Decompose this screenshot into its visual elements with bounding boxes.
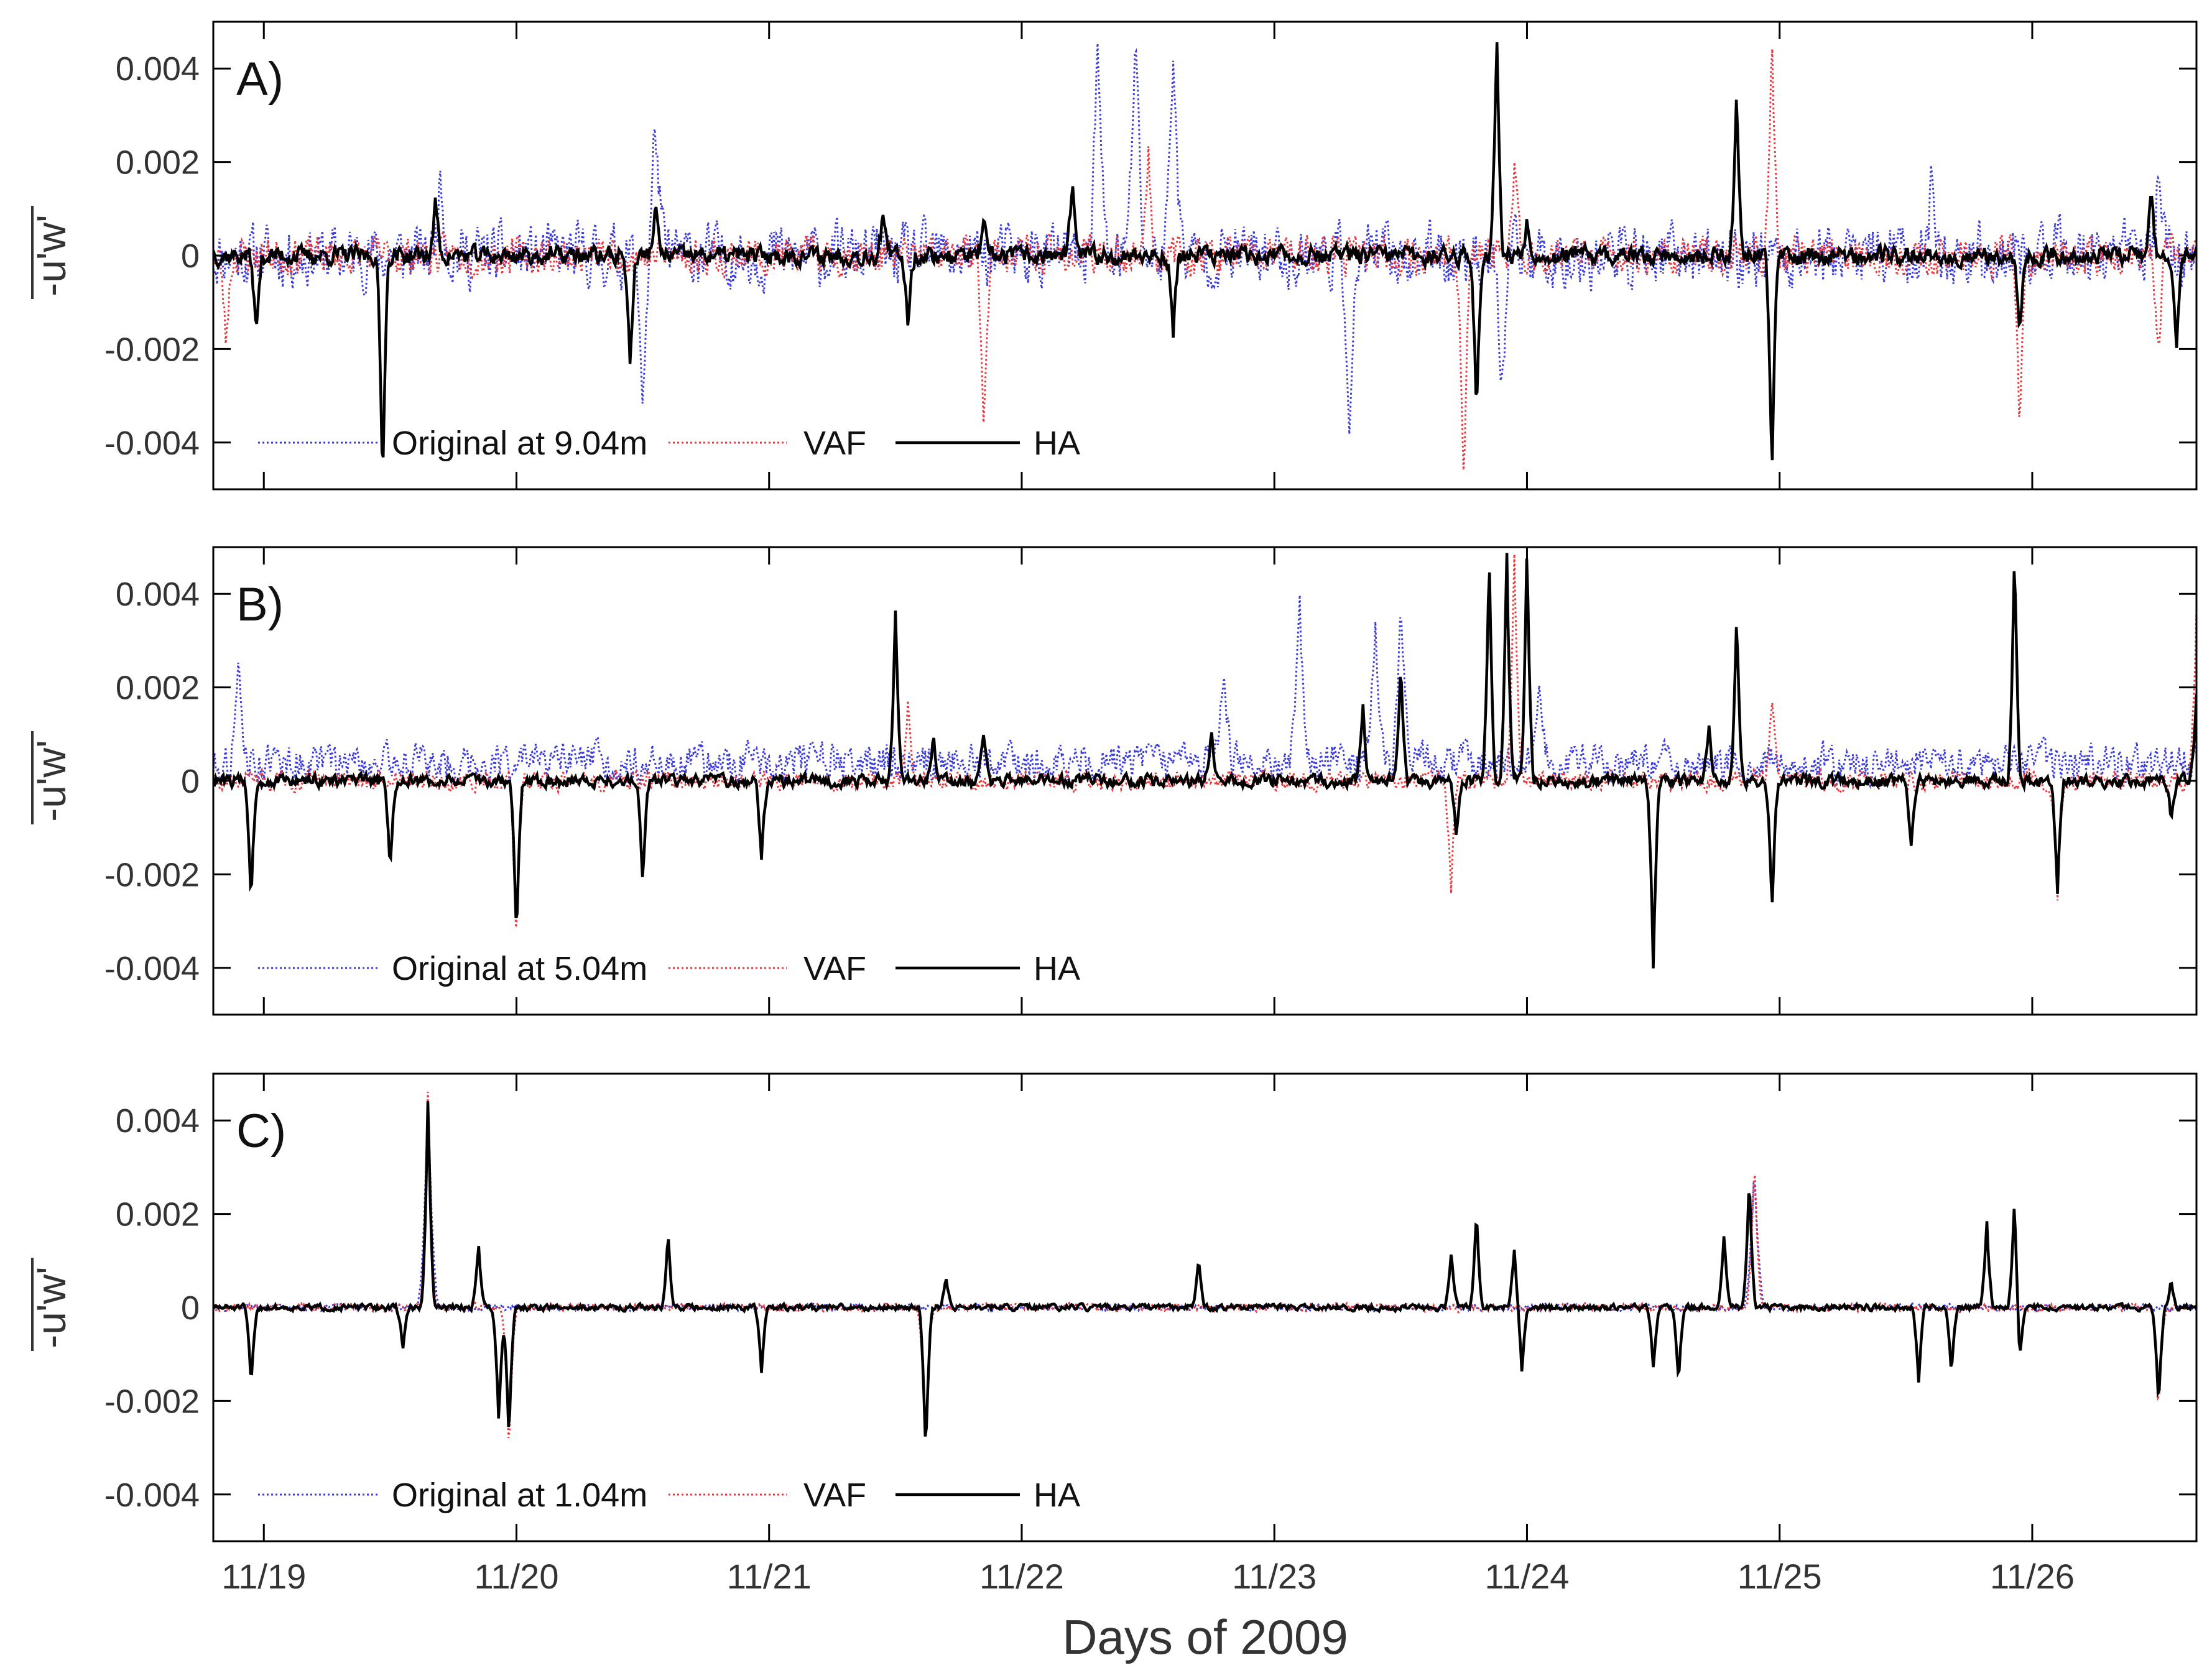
y-tick-label: -0.004 [104, 950, 200, 987]
x-axis-label: Days of 2009 [1062, 1610, 1348, 1664]
x-tick-label: 11/20 [474, 1557, 558, 1596]
x-tick-label: 11/23 [1232, 1557, 1317, 1596]
x-tick-label: 11/21 [727, 1557, 812, 1596]
y-axis-label: -u'w' [28, 740, 74, 822]
x-tick-label: 11/25 [1738, 1557, 1822, 1596]
y-tick-label: 0.004 [116, 50, 200, 88]
y-tick-label: 0.004 [116, 576, 200, 613]
y-tick-label: -0.002 [104, 331, 200, 368]
y-tick-label: 0 [181, 1289, 200, 1327]
y-tick-label: 0 [181, 763, 200, 800]
y-axis-label: -u'w' [28, 1266, 74, 1348]
legend-ha-label: HA [1034, 1477, 1080, 1514]
legend-ha-label: HA [1034, 425, 1080, 462]
y-tick-label: 0.004 [116, 1102, 200, 1140]
y-tick-label: 0.002 [116, 144, 200, 182]
panel-label: B) [236, 578, 284, 631]
legend-ha-label: HA [1034, 950, 1080, 987]
original-series-line [213, 595, 2196, 790]
x-tick-label: 11/26 [1990, 1557, 2075, 1596]
legend-vaf-label: VAF [803, 425, 866, 462]
series-group [213, 553, 2196, 969]
legend-original-label: Original at 9.04m [392, 425, 647, 462]
ha-series-line [213, 1101, 2196, 1437]
legend-original-label: Original at 5.04m [392, 950, 647, 987]
panel-label: A) [236, 53, 284, 106]
y-tick-label: -0.002 [104, 856, 200, 893]
x-tick-label: 11/19 [221, 1557, 306, 1596]
y-axis-label: -u'w' [28, 214, 74, 297]
y-tick-label: -0.004 [104, 425, 200, 462]
legend-vaf-label: VAF [803, 1477, 866, 1514]
x-tick-labels: 11/19 11/20 11/21 11/22 11/23 11/24 11/25 11/26 [221, 1557, 2075, 1596]
y-tick-label: 0 [181, 237, 200, 275]
y-tick-label: -0.002 [104, 1383, 200, 1420]
panel-a: 0.004 0.002 0 -0.002 -0.004 -u'w' A) Original a… [28, 21, 2198, 491]
series-group [213, 42, 2196, 471]
y-tick-label: 0.002 [116, 670, 200, 707]
ha-series-line [213, 553, 2196, 969]
vaf-series-line [213, 1092, 2196, 1438]
y-tick-label: 0.002 [116, 1196, 200, 1233]
vaf-series-line [213, 48, 2196, 471]
ha-series-line [213, 42, 2196, 461]
y-tick-label: -0.004 [104, 1477, 200, 1514]
legend-vaf-label: VAF [803, 950, 866, 987]
x-tick-label: 11/22 [979, 1557, 1064, 1596]
x-tick-label: 11/24 [1484, 1557, 1569, 1596]
legend-original-label: Original at 1.04m [392, 1477, 647, 1514]
panel-b: 0.004 0.002 0 -0.002 -0.004 -u'w' B) Original a… [28, 546, 2198, 1016]
panel-c: 0.004 0.002 0 -0.002 -0.004 -u'w' C) Original a… [28, 1072, 2198, 1542]
series-group [213, 1092, 2196, 1438]
panel-label: C) [236, 1105, 286, 1158]
